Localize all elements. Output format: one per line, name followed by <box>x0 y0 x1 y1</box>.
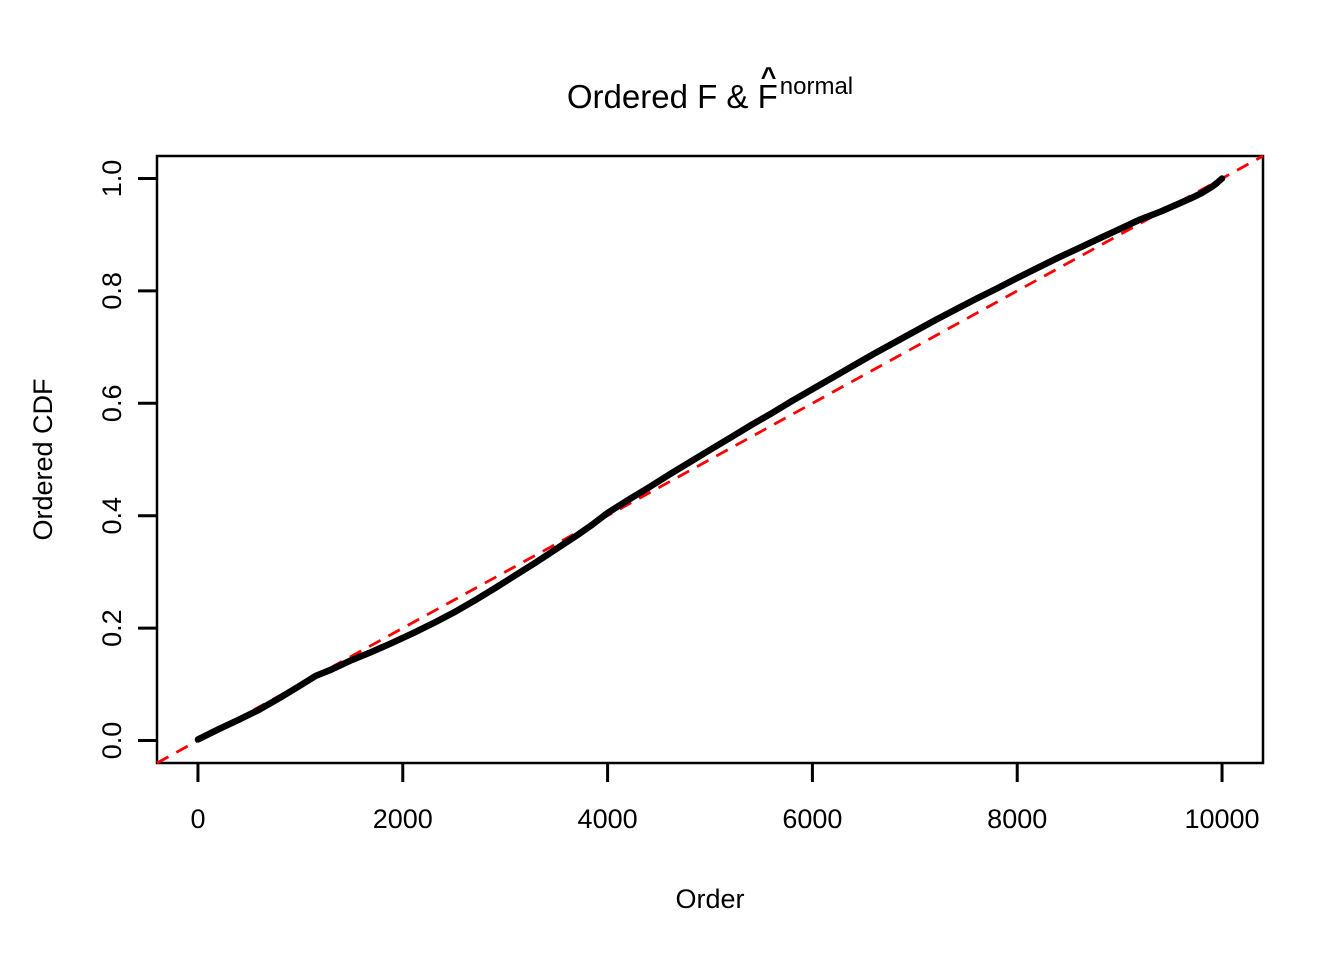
y-tick-label: 0.2 <box>97 609 127 647</box>
x-tick-label: 8000 <box>987 804 1047 834</box>
x-tick-label: 6000 <box>782 804 842 834</box>
y-tick-label: 0.4 <box>97 497 127 535</box>
x-tick-label: 10000 <box>1184 804 1259 834</box>
y-axis-title: Ordered CDF <box>28 378 58 540</box>
y-tick-label: 0.6 <box>97 385 127 423</box>
plot-title-text: Ordered F & <box>566 78 758 115</box>
y-tick-label: 1.0 <box>97 160 127 198</box>
cdf-curve <box>194 175 1226 743</box>
x-tick-label: 0 <box>190 804 205 834</box>
hat-accent: ^ <box>760 61 777 92</box>
y-tick-label: 0.8 <box>97 272 127 310</box>
x-axis-title: Order <box>675 884 744 914</box>
y-tick-label: 0.0 <box>97 722 127 760</box>
f-hat-symbol: F ^ <box>757 62 778 115</box>
f-letter: F <box>757 78 778 115</box>
x-tick-label: 2000 <box>373 804 433 834</box>
plot-title: Ordered F & F ^ normal <box>157 62 1263 115</box>
plot-box <box>155 154 1265 765</box>
plot-title-superscript: normal <box>779 72 854 100</box>
x-tick-label: 4000 <box>578 804 638 834</box>
